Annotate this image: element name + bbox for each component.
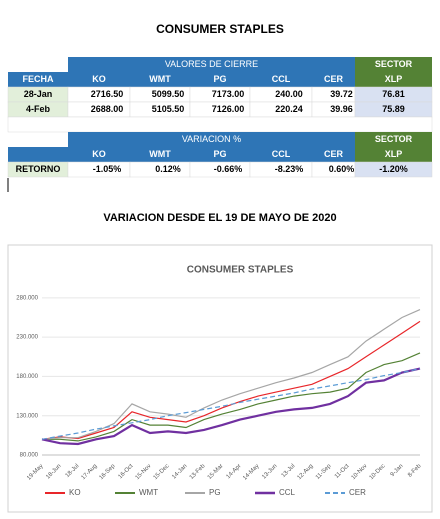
series-line — [42, 352, 421, 442]
column-header: CCL — [272, 74, 291, 84]
sector-header: SECTOR — [375, 134, 413, 144]
column-header: PG — [213, 74, 226, 84]
header-cell — [8, 147, 68, 162]
header-cell — [355, 57, 432, 72]
cell-text: 5105.50 — [152, 104, 185, 114]
column-header: CER — [324, 74, 344, 84]
legend-label: CCL — [279, 488, 296, 497]
group-header: VARIACION % — [182, 134, 241, 144]
cell-text: 5099.50 — [152, 89, 185, 99]
chart-frame — [7, 244, 433, 513]
header-cell — [190, 72, 250, 87]
cell-text: RETORNO — [16, 164, 61, 174]
legend-label: CER — [349, 488, 366, 497]
cell-text: 0.12% — [155, 164, 181, 174]
header-cell — [250, 147, 312, 162]
y-tick-label: 80.000 — [20, 453, 39, 459]
header-cell — [312, 147, 355, 162]
subtitle: VARIACION DESDE EL 19 DE MAYO DE 2020 — [103, 212, 336, 224]
column-header: PG — [213, 149, 226, 159]
column-header: CER — [324, 149, 344, 159]
header-cell — [68, 132, 355, 147]
column-header: WMT — [149, 74, 171, 84]
header-cell — [250, 72, 312, 87]
cell-text: -8.23% — [275, 164, 304, 174]
group-header: VALORES DE CIERRE — [165, 59, 258, 69]
y-tick-label: 130.000 — [16, 413, 38, 419]
header-cell — [68, 147, 130, 162]
cell-text: 240.00 — [275, 89, 303, 99]
cell-text: 75.89 — [382, 104, 405, 114]
cell-text: 39.72 — [330, 89, 353, 99]
y-tick-label: 280.000 — [16, 295, 38, 301]
y-tick-label: 230.000 — [16, 335, 38, 341]
cell-text: 7126.00 — [212, 104, 245, 114]
series-line — [41, 368, 421, 440]
header-cell — [355, 72, 432, 87]
cell-text: -0.66% — [214, 164, 243, 174]
y-tick-label: 180.000 — [16, 374, 38, 380]
sector-header: SECTOR — [375, 59, 413, 69]
chart-title: CONSUMER STAPLES — [187, 265, 294, 276]
header-cell — [8, 72, 68, 87]
column-header: KO — [92, 149, 106, 159]
legend-label: KO — [69, 488, 81, 497]
legend-label: WMT — [139, 488, 158, 497]
header-cell — [355, 147, 432, 162]
cell-text: 0.60% — [329, 164, 355, 174]
cell — [354, 161, 433, 178]
cell-text: 4-Feb — [26, 104, 51, 114]
header-cell — [130, 147, 190, 162]
cell-text: -1.20% — [379, 164, 408, 174]
series-line — [41, 367, 421, 446]
column-header: KO — [92, 74, 106, 84]
header-cell — [68, 72, 130, 87]
cell-text: -1.05% — [93, 164, 122, 174]
cell-text: 76.81 — [382, 89, 405, 99]
header-cell — [190, 147, 250, 162]
cell-text: 7173.00 — [212, 89, 245, 99]
header-cell — [68, 57, 355, 72]
column-header: WMT — [149, 149, 171, 159]
cell-text: 28-Jan — [24, 89, 53, 99]
column-header: FECHA — [23, 74, 54, 84]
page-title: CONSUMER STAPLES — [156, 22, 284, 36]
cell-text: 2716.50 — [91, 89, 124, 99]
column-header: XLP — [385, 149, 403, 159]
header-cell — [130, 72, 190, 87]
cell-text: 39.96 — [330, 104, 353, 114]
cell-text: 220.24 — [275, 104, 303, 114]
header-cell — [312, 72, 355, 87]
column-header: XLP — [385, 74, 403, 84]
spacer-row — [7, 116, 433, 133]
column-header: CCL — [272, 149, 291, 159]
legend-label: PG — [209, 488, 221, 497]
cell-text: 2688.00 — [91, 104, 124, 114]
header-cell — [355, 132, 432, 147]
